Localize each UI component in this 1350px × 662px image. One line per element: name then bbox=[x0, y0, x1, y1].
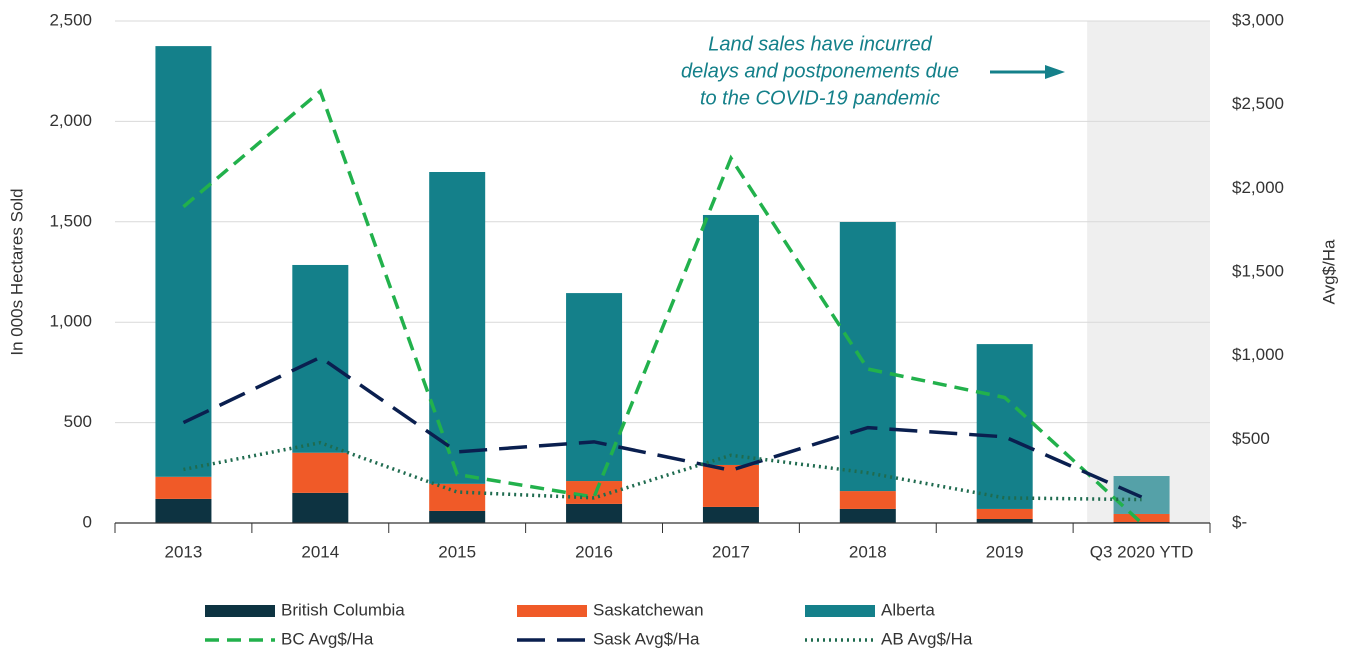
line-series bbox=[183, 440, 1142, 502]
bar bbox=[839, 222, 896, 492]
bar bbox=[702, 464, 759, 507]
line-series bbox=[182, 355, 1143, 499]
y-tick-label: 2,500 bbox=[49, 10, 92, 29]
legend-label: AB Avg$/Ha bbox=[881, 629, 973, 648]
y-tick-label: 1,000 bbox=[49, 312, 92, 331]
bar bbox=[1113, 513, 1170, 522]
y-axis-label: In 000s Hectares Sold bbox=[7, 188, 26, 355]
bar bbox=[292, 452, 349, 493]
bar bbox=[839, 491, 896, 509]
bar bbox=[429, 172, 486, 484]
bar bbox=[155, 476, 212, 499]
highlight-region bbox=[1087, 21, 1210, 523]
bar bbox=[429, 483, 486, 511]
bar bbox=[566, 503, 623, 523]
y-tick-label: 500 bbox=[64, 412, 92, 431]
bar bbox=[976, 508, 1033, 519]
bar bbox=[839, 508, 896, 523]
bar bbox=[1113, 476, 1170, 514]
y2-tick-label: $1,000 bbox=[1232, 345, 1284, 364]
x-tick-label: 2019 bbox=[986, 542, 1024, 561]
annotation: delays and postponements due bbox=[681, 60, 959, 82]
bar bbox=[976, 344, 1033, 509]
bar bbox=[292, 492, 349, 523]
bar bbox=[429, 510, 486, 523]
y-tick-label: 2,000 bbox=[49, 111, 92, 130]
y2-tick-label: $1,500 bbox=[1232, 261, 1284, 280]
line-series bbox=[182, 88, 1143, 525]
bar bbox=[702, 214, 759, 465]
legend-swatch bbox=[205, 605, 275, 617]
bar bbox=[702, 506, 759, 523]
legend-label: Alberta bbox=[881, 600, 935, 619]
y2-tick-label: $2,000 bbox=[1232, 178, 1284, 197]
legend-label: Saskatchewan bbox=[593, 600, 704, 619]
legend-label: BC Avg$/Ha bbox=[281, 629, 374, 648]
y2-tick-label: $500 bbox=[1232, 429, 1270, 448]
x-tick-label: 2014 bbox=[301, 542, 339, 561]
x-tick-label: 2015 bbox=[438, 542, 476, 561]
y-tick-label: 0 bbox=[83, 512, 92, 531]
y2-tick-label: $2,500 bbox=[1232, 94, 1284, 113]
x-tick-label: Q3 2020 YTD bbox=[1090, 542, 1194, 561]
x-tick-label: 2013 bbox=[165, 542, 203, 561]
bar bbox=[155, 498, 212, 523]
legend-label: British Columbia bbox=[281, 600, 405, 619]
y-tick-label: 1,500 bbox=[49, 211, 92, 230]
x-tick-label: 2016 bbox=[575, 542, 613, 561]
annotation: to the COVID-19 pandemic bbox=[700, 87, 940, 109]
x-tick-label: 2017 bbox=[712, 542, 750, 561]
bar bbox=[155, 46, 212, 477]
y2-tick-label: $3,000 bbox=[1232, 10, 1284, 29]
bar bbox=[292, 264, 349, 453]
y2-axis-label: Avg$/Ha bbox=[1319, 239, 1338, 304]
legend-swatch bbox=[805, 605, 875, 617]
legend-label: Sask Avg$/Ha bbox=[593, 629, 700, 648]
y2-tick-label: $- bbox=[1232, 512, 1247, 531]
annotation: Land sales have incurred bbox=[708, 33, 932, 55]
annotation-arrowhead bbox=[1045, 65, 1065, 79]
x-tick-label: 2018 bbox=[849, 542, 887, 561]
legend-swatch bbox=[517, 605, 587, 617]
bar bbox=[976, 518, 1033, 523]
